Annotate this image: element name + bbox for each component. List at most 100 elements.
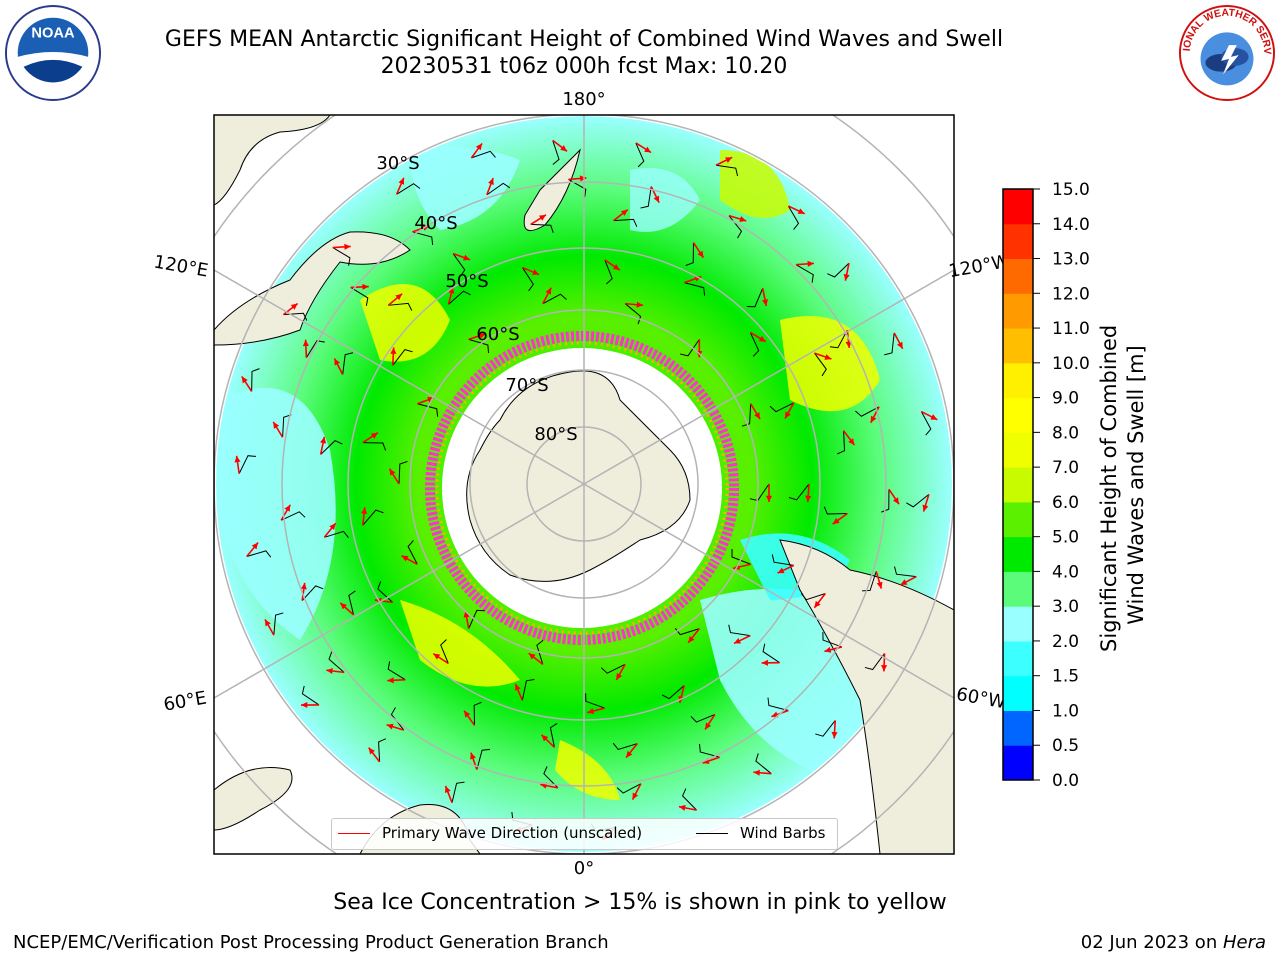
wave-arrow [332, 245, 351, 249]
wind-barb [827, 262, 850, 278]
wave-arrow-head [390, 347, 397, 354]
wave-arrow-head [488, 178, 494, 186]
wave-arrow [684, 275, 702, 284]
wave-arrow [832, 512, 848, 525]
nws-logo: NATIONAL WEATHER SERVICE [1178, 4, 1276, 102]
lon-label-0: 0° [574, 858, 594, 879]
wave-arrow [350, 285, 369, 289]
legend-swatch-barb [696, 832, 728, 834]
wave-arrow [272, 421, 284, 438]
wave-arrow-head [560, 145, 568, 152]
wave-arrow-head [843, 273, 850, 281]
wave-arrow [875, 571, 883, 589]
wave-arrow [761, 288, 768, 307]
wind-barb [552, 140, 560, 165]
wind-barb [767, 697, 789, 711]
wind-barb [522, 267, 534, 292]
wave-arrow [264, 619, 275, 636]
colorbar-tick-label: 6.0 [1052, 493, 1079, 513]
wave-arrow [362, 432, 379, 444]
wind-barb [585, 693, 605, 709]
wave-arrow-head [448, 286, 455, 294]
wave-arrow [374, 599, 393, 604]
wave-arrow [391, 347, 395, 366]
colorbar-tick-label: 2.0 [1052, 632, 1079, 652]
lon-label-120e: 120°E [152, 251, 210, 281]
wind-barb [864, 653, 885, 671]
wave-arrow [326, 669, 345, 674]
wave-arrow [552, 139, 568, 152]
wave-arrow-head [329, 523, 336, 531]
wind-barb [771, 554, 794, 566]
wind-barb [823, 506, 848, 515]
wind-barb [624, 303, 642, 325]
wind-barb [273, 612, 284, 636]
lat-label-40s: 40°S [414, 213, 457, 234]
wind-barb [829, 329, 848, 349]
wind-barb [690, 713, 716, 723]
colorbar-frame [1002, 188, 1034, 781]
wave-arrow [806, 484, 810, 503]
wind-barb [448, 290, 471, 305]
graticule [214, 115, 954, 854]
wave-arrow [777, 564, 795, 574]
footer-host: Hera [1222, 932, 1266, 953]
wind-barb [324, 530, 349, 538]
map-border [213, 114, 955, 855]
wind-barb [674, 628, 700, 636]
wind-barb [881, 489, 890, 513]
wave-arrow [401, 555, 418, 565]
wind-barb [440, 639, 449, 664]
wave-arrow-head [344, 243, 351, 250]
wind-barb [788, 483, 810, 501]
wind-barb [283, 312, 308, 321]
land-antarctica [466, 370, 691, 582]
wave-arrow [339, 602, 355, 616]
wave-arrow [452, 252, 471, 261]
wave-arrow [893, 332, 904, 350]
wave-arrow [235, 455, 240, 474]
wind-barb [741, 403, 752, 427]
wave-arrow-head [702, 758, 710, 764]
wind-barb [787, 205, 800, 230]
wave-arrow [246, 542, 259, 557]
wave-arrow-head [896, 341, 903, 349]
wave-arrow [625, 302, 644, 307]
wind-barb [613, 218, 638, 227]
wave-arrow-head [777, 567, 785, 574]
wave-arrow [386, 723, 405, 731]
wave-arrow [692, 242, 705, 259]
colorbar-swatch [1003, 189, 1033, 225]
wave-arrow [470, 142, 483, 159]
wind-barb [412, 231, 434, 245]
wave-arrow-head [678, 804, 686, 811]
wind-barb [305, 340, 325, 358]
lat-label-60s: 60°S [476, 324, 519, 345]
wind-barb [407, 540, 418, 565]
wave-arrow-head [538, 214, 546, 221]
wave-arrow [631, 783, 642, 800]
wave-arrow [844, 262, 850, 281]
wave-arrow [771, 709, 789, 718]
wave-arrow [540, 734, 556, 748]
wave-arrow [486, 177, 494, 196]
chart-title: GEFS MEAN Antarctic Significant Height o… [164, 27, 1004, 52]
wave-arrow-head [824, 354, 832, 360]
wind-barb [377, 581, 393, 603]
colorbar-tick-label: 11.0 [1052, 319, 1090, 339]
wave-arrow-head [386, 723, 394, 730]
wave-arrow-head [797, 208, 805, 214]
wave-arrow-head [579, 175, 587, 182]
colorbar [1003, 189, 1033, 781]
sea-ice-interior [442, 348, 722, 628]
wave-arrow [368, 747, 381, 763]
wind-barb [884, 332, 895, 356]
wave-arrow-head [824, 646, 832, 653]
wave-arrow-head [694, 275, 702, 282]
wind-barb [301, 585, 324, 602]
wave-arrow [702, 756, 720, 764]
wave-arrow [704, 713, 716, 730]
wave-arrow-head [785, 411, 791, 419]
wave-arrow-head [463, 254, 471, 261]
colorbar-ticks: 15.0 14.0 13.0 12.0 11.0 10.0 9.0 8.0 7.0 6.0 5.0 4… [1033, 180, 1090, 791]
